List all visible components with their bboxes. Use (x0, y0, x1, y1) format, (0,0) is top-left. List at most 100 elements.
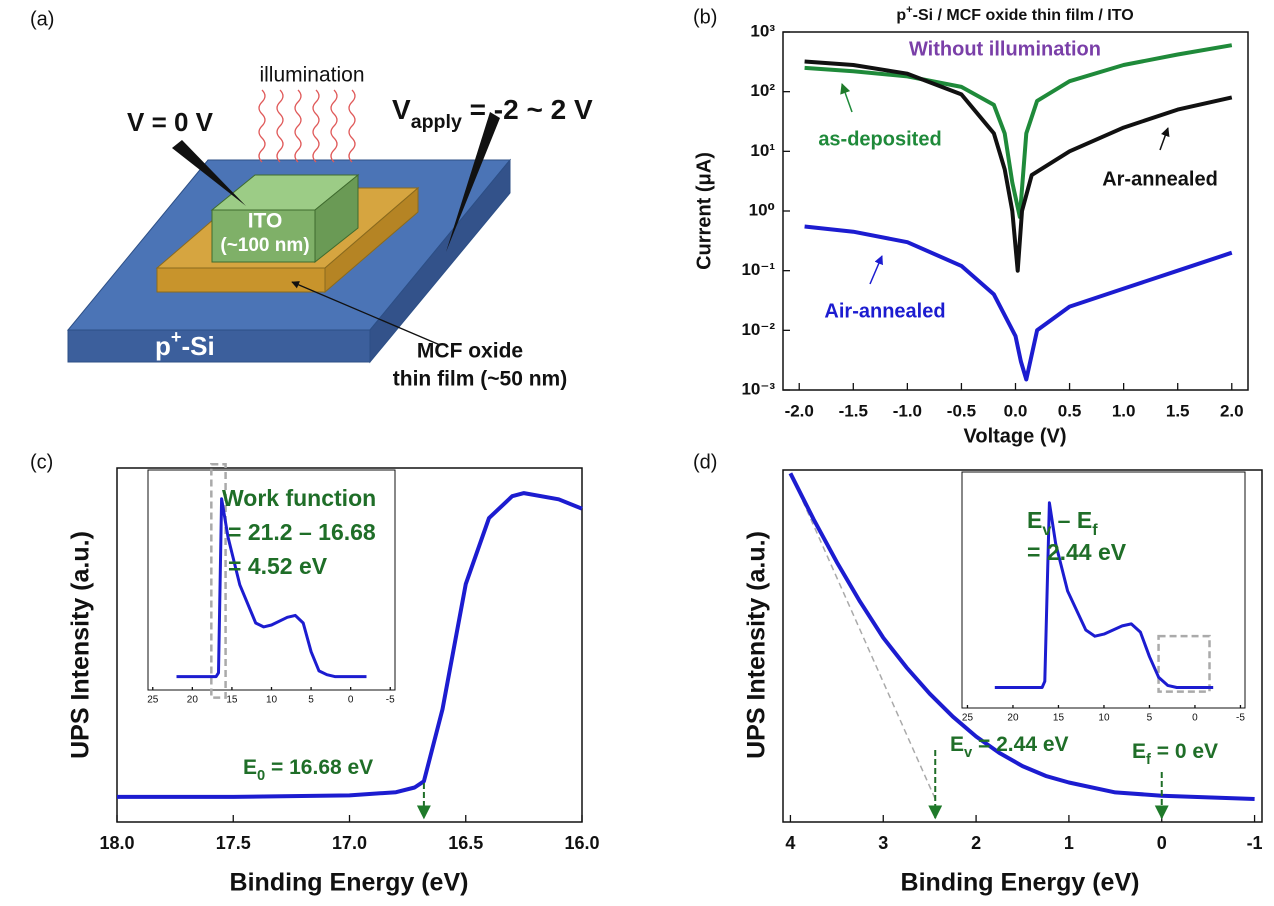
annotation: Without illumination (909, 38, 1101, 60)
vapply-label-part: V (392, 94, 411, 125)
x-tick-label: 17.0 (332, 833, 367, 853)
inset-frame (147, 469, 396, 691)
y-tick-label: 10⁻³ (741, 379, 775, 398)
vapply-label-part: apply (411, 111, 462, 133)
series-pointer (1159, 127, 1170, 151)
x-axis-label: Voltage (V) (964, 425, 1067, 447)
x-axis-label: Binding Energy (eV) (901, 869, 1140, 897)
annotation-part: v (964, 745, 973, 761)
x-tick-label: -0.5 (947, 401, 976, 420)
x-tick-label: 25 (147, 695, 159, 706)
inset-annotation-part: E (1027, 507, 1042, 533)
annotation-part: = 16.68 eV (265, 756, 373, 779)
annotation-part: 0 (257, 768, 265, 784)
tangent-line (789, 472, 936, 800)
x-tick-label: 18.0 (99, 833, 134, 853)
chart-title-part: -Si / MCF oxide thin film / ITO (913, 7, 1134, 24)
inset-annotation-part: v (1042, 521, 1051, 539)
series-line (804, 224, 1233, 382)
x-tick-label: 15 (1053, 713, 1065, 724)
panel-label: (b) (693, 6, 717, 28)
device-schematic: (a) illumination V = 0 V ITO (~100 nm) M… (30, 8, 567, 390)
illumination-waves (258, 89, 356, 163)
substrate-front (67, 329, 371, 363)
data-line (788, 472, 1255, 801)
x-tick-label: 3 (878, 833, 888, 853)
annotation-part: E (243, 756, 257, 779)
x-tick-label: 1 (1064, 833, 1074, 853)
y-tick-label: 10⁰ (749, 200, 775, 219)
y-tick-label: 10⁻² (741, 320, 775, 339)
film-label: MCF oxide (417, 340, 523, 363)
annotation: Ef = 0 eV (1132, 740, 1218, 768)
panel-label: (d) (693, 451, 717, 473)
x-tick-label: -5 (386, 695, 395, 706)
annotation-part: f (1146, 752, 1151, 768)
panel-label: (a) (30, 8, 54, 30)
illumination-label: illumination (259, 64, 364, 87)
x-tick-label: 16.0 (564, 833, 599, 853)
x-tick-label: 0.0 (1004, 401, 1028, 420)
data-line (176, 497, 367, 679)
x-tick-label: 0 (1192, 713, 1198, 724)
series-label: as-deposited (818, 128, 941, 150)
film-label: thin film (~50 nm) (393, 368, 567, 391)
highlight-box (1157, 634, 1211, 693)
x-tick-label: 0.5 (1058, 401, 1082, 420)
x-tick-label: 10 (266, 695, 278, 706)
x-tick-label: 16.5 (448, 833, 483, 853)
x-tick-label: 2.0 (1220, 401, 1244, 420)
y-tick-label: 10³ (750, 21, 775, 40)
chart-title-part: + (906, 4, 913, 16)
annotation-part: = 2.44 eV (972, 733, 1068, 756)
film-side (324, 186, 419, 294)
annotation: Ev = 2.44 eV (950, 733, 1069, 761)
inset-annotation: Ev – Ef (1027, 507, 1098, 539)
substrate-label-part: + (171, 327, 182, 347)
y-tick-label: 10¹ (750, 141, 775, 160)
x-tick-label: -5 (1236, 713, 1245, 724)
x-tick-label: 1.0 (1112, 401, 1136, 420)
film-pointer (291, 281, 441, 346)
x-tick-label: 17.5 (216, 833, 251, 853)
vapply-label-part: = -2 ~ 2 V (462, 94, 593, 125)
chart-title: p+-Si / MCF oxide thin film / ITO (896, 4, 1133, 24)
annotation-part: E (1132, 740, 1146, 763)
y-axis-label: UPS Intensity (a.u.) (743, 531, 771, 759)
series-pointer (869, 255, 883, 285)
vapply-label: Vapply = -2 ~ 2 V (392, 94, 593, 133)
chart-title-part: p (896, 7, 906, 24)
x-tick-label: 0 (1157, 833, 1167, 853)
series-label: Ar-annealed (1102, 168, 1218, 190)
y-axis-label: Current (μA) (693, 152, 715, 270)
y-tick-label: 10⁻¹ (741, 260, 775, 279)
inset-annotation: = 21.2 – 16.68 (228, 519, 376, 545)
annotation: E0 = 16.68 eV (243, 756, 373, 784)
substrate-label-part: p (155, 331, 171, 361)
x-tick-label: 4 (785, 833, 795, 853)
x-tick-label: 15 (226, 695, 238, 706)
series-label: Air-annealed (824, 300, 945, 322)
x-tick-label: -2.0 (785, 401, 814, 420)
inset-annotation: Work function (222, 485, 376, 511)
probe-right (446, 112, 500, 252)
x-tick-label: -1 (1247, 833, 1263, 853)
x-tick-label: 2 (971, 833, 981, 853)
v0-label: V = 0 V (127, 107, 214, 137)
axes-frame (782, 469, 1263, 823)
ito-side (314, 173, 359, 264)
x-tick-label: 1.5 (1166, 401, 1190, 420)
x-tick-label: 20 (1007, 713, 1019, 724)
substrate-side (369, 158, 511, 364)
film-front (156, 267, 326, 293)
x-tick-label: -1.0 (893, 401, 922, 420)
ito-thickness: (~100 nm) (220, 235, 309, 256)
inset-frame (961, 471, 1246, 709)
highlight-box (210, 463, 227, 699)
x-tick-label: 5 (308, 695, 314, 706)
panel-label: (c) (30, 451, 53, 473)
x-tick-label: 5 (1147, 713, 1153, 724)
inset-annotation-part: f (1092, 521, 1098, 539)
annotation-part: = 0 eV (1151, 740, 1218, 763)
